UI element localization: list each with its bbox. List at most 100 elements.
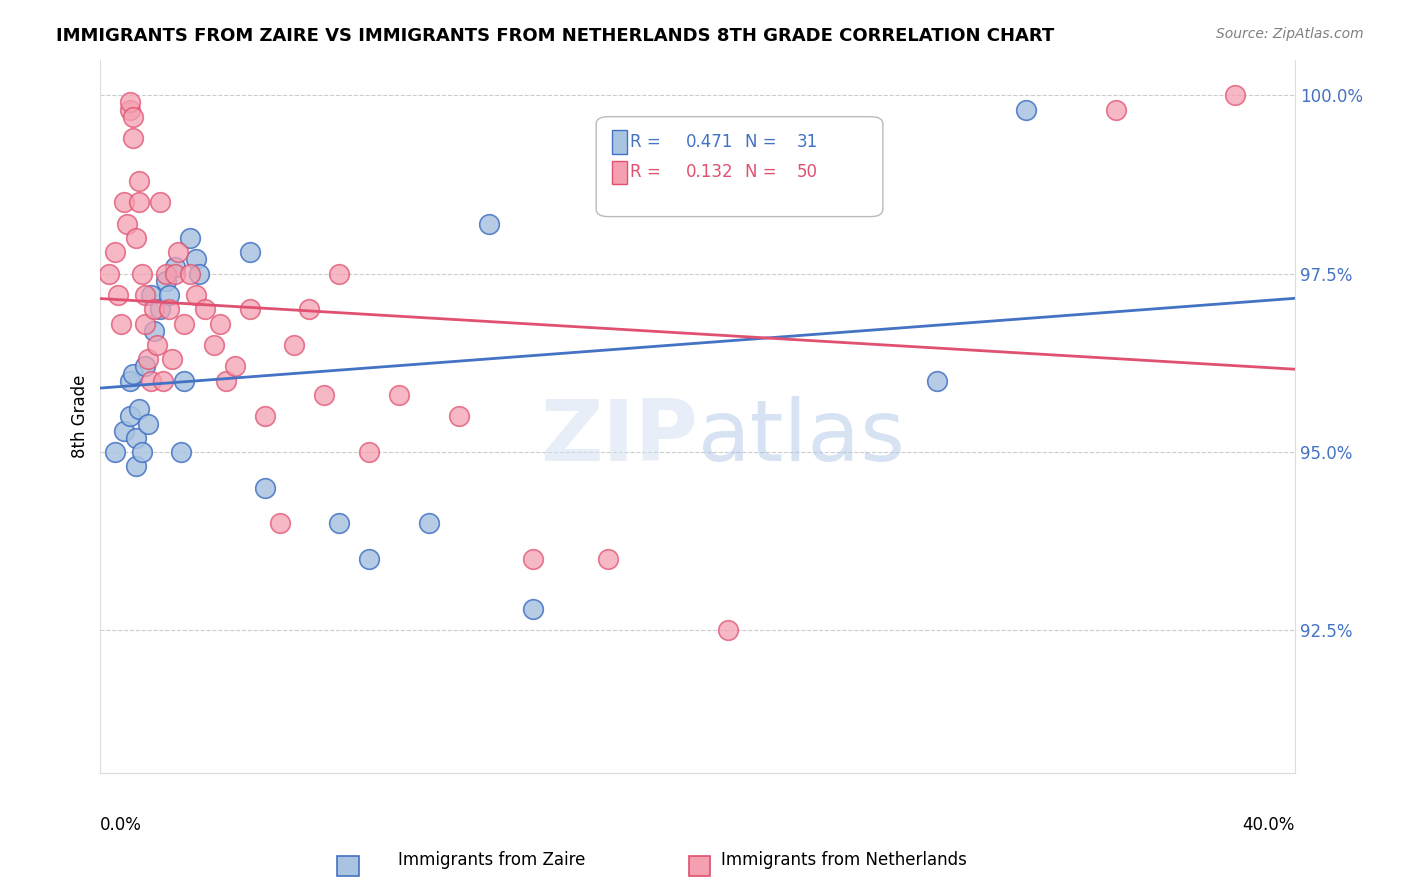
Text: 0.471: 0.471 — [686, 133, 733, 151]
Point — [122, 131, 145, 145]
Point — [447, 409, 470, 424]
Point — [110, 317, 132, 331]
Point — [146, 338, 169, 352]
Point — [131, 267, 153, 281]
Point — [160, 352, 183, 367]
Point — [112, 424, 135, 438]
Text: 40.0%: 40.0% — [1243, 816, 1295, 834]
Point — [596, 552, 619, 566]
Point — [253, 409, 276, 424]
Point — [134, 359, 156, 374]
Point — [202, 338, 225, 352]
Point — [157, 288, 180, 302]
Point — [283, 338, 305, 352]
Point — [522, 602, 544, 616]
Point — [208, 317, 231, 331]
Text: N =: N = — [745, 163, 782, 181]
Point — [1015, 103, 1038, 117]
Point — [134, 288, 156, 302]
Point — [139, 288, 162, 302]
Point — [125, 459, 148, 474]
Point — [328, 516, 350, 531]
Text: 50: 50 — [797, 163, 818, 181]
Point — [170, 445, 193, 459]
Point — [120, 103, 142, 117]
Point — [1225, 88, 1247, 103]
Point — [716, 624, 738, 638]
Point — [149, 195, 172, 210]
Text: IMMIGRANTS FROM ZAIRE VS IMMIGRANTS FROM NETHERLANDS 8TH GRADE CORRELATION CHART: IMMIGRANTS FROM ZAIRE VS IMMIGRANTS FROM… — [56, 27, 1054, 45]
Point — [139, 374, 162, 388]
Point — [925, 374, 948, 388]
Text: 31: 31 — [797, 133, 818, 151]
Text: 0.0%: 0.0% — [100, 816, 142, 834]
Point — [104, 445, 127, 459]
Point — [167, 245, 190, 260]
Point — [215, 374, 238, 388]
Point — [418, 516, 440, 531]
FancyBboxPatch shape — [596, 117, 883, 217]
Point — [298, 302, 321, 317]
Point — [478, 217, 501, 231]
Point — [239, 302, 262, 317]
Text: R =: R = — [630, 163, 665, 181]
Point — [104, 245, 127, 260]
Point — [388, 388, 411, 402]
Point — [136, 417, 159, 431]
Point — [179, 267, 201, 281]
Point — [125, 431, 148, 445]
Point — [155, 267, 177, 281]
Point — [155, 274, 177, 288]
Text: 0.132: 0.132 — [686, 163, 734, 181]
Point — [120, 409, 142, 424]
FancyBboxPatch shape — [612, 130, 627, 153]
Point — [107, 288, 129, 302]
Point — [125, 231, 148, 245]
Point — [120, 374, 142, 388]
Point — [187, 267, 209, 281]
Point — [328, 267, 350, 281]
Text: Immigrants from Netherlands: Immigrants from Netherlands — [721, 851, 966, 869]
Point — [173, 317, 195, 331]
Point — [128, 174, 150, 188]
Point — [173, 374, 195, 388]
Point — [115, 217, 138, 231]
Y-axis label: 8th Grade: 8th Grade — [72, 375, 89, 458]
Point — [143, 324, 166, 338]
Text: atlas: atlas — [697, 396, 905, 479]
Text: Immigrants from Zaire: Immigrants from Zaire — [398, 851, 586, 869]
Point — [152, 374, 174, 388]
Point — [269, 516, 291, 531]
Text: R =: R = — [630, 133, 665, 151]
Point — [149, 302, 172, 317]
Point — [163, 267, 186, 281]
Point — [112, 195, 135, 210]
Point — [224, 359, 246, 374]
Point — [122, 110, 145, 124]
Point — [359, 445, 381, 459]
Point — [179, 231, 201, 245]
Point — [143, 302, 166, 317]
Point — [239, 245, 262, 260]
Point — [98, 267, 121, 281]
Point — [522, 552, 544, 566]
Point — [136, 352, 159, 367]
Point — [122, 367, 145, 381]
Text: Source: ZipAtlas.com: Source: ZipAtlas.com — [1216, 27, 1364, 41]
Point — [134, 317, 156, 331]
Point — [163, 260, 186, 274]
Text: ZIP: ZIP — [540, 396, 697, 479]
Point — [1105, 103, 1128, 117]
Point — [131, 445, 153, 459]
Point — [314, 388, 336, 402]
Point — [359, 552, 381, 566]
Point — [184, 288, 207, 302]
Point — [157, 302, 180, 317]
Point — [194, 302, 217, 317]
Text: N =: N = — [745, 133, 782, 151]
Point — [128, 402, 150, 417]
Point — [128, 195, 150, 210]
Point — [184, 252, 207, 267]
Point — [253, 481, 276, 495]
Point — [120, 95, 142, 110]
